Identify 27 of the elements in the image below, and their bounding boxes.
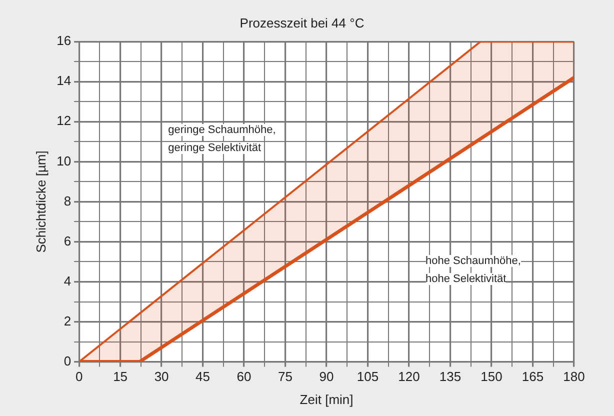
y-tick-label: 4 bbox=[64, 273, 72, 288]
y-tick-label: 10 bbox=[56, 153, 72, 168]
x-tick-label: 75 bbox=[278, 369, 293, 384]
chart-title: Prozesszeit bei 44 °C bbox=[240, 15, 364, 30]
x-tick-label: 165 bbox=[522, 369, 544, 384]
x-tick-label: 180 bbox=[563, 369, 585, 384]
annotation: hohe Schaumhöhe, hohe Selektivität bbox=[426, 255, 521, 286]
x-axis-title: Zeit [min] bbox=[300, 392, 354, 407]
x-tick-label: 45 bbox=[196, 369, 210, 384]
x-tick-label: 135 bbox=[439, 369, 462, 384]
y-tick-label: 16 bbox=[56, 33, 72, 48]
x-tick-label: 15 bbox=[113, 369, 128, 384]
y-tick-label: 0 bbox=[64, 353, 72, 368]
y-tick-label: 8 bbox=[64, 193, 72, 208]
y-tick-label: 2 bbox=[64, 313, 72, 328]
y-tick-label: 6 bbox=[64, 233, 72, 248]
x-tick-label: 150 bbox=[480, 369, 502, 384]
y-axis-title: Schichtdicke [µm] bbox=[33, 150, 48, 253]
y-tick-label: 12 bbox=[56, 113, 72, 128]
x-tick-label: 90 bbox=[319, 369, 334, 384]
y-tick-label: 14 bbox=[56, 73, 72, 88]
annotation: geringe Schaumhöhe, geringe Selektivität bbox=[168, 124, 276, 154]
x-tick-label: 0 bbox=[75, 369, 83, 384]
x-tick-label: 60 bbox=[236, 369, 252, 384]
x-tick-label: 105 bbox=[356, 369, 379, 384]
x-tick-label: 120 bbox=[398, 369, 420, 384]
x-tick-label: 30 bbox=[154, 369, 169, 384]
